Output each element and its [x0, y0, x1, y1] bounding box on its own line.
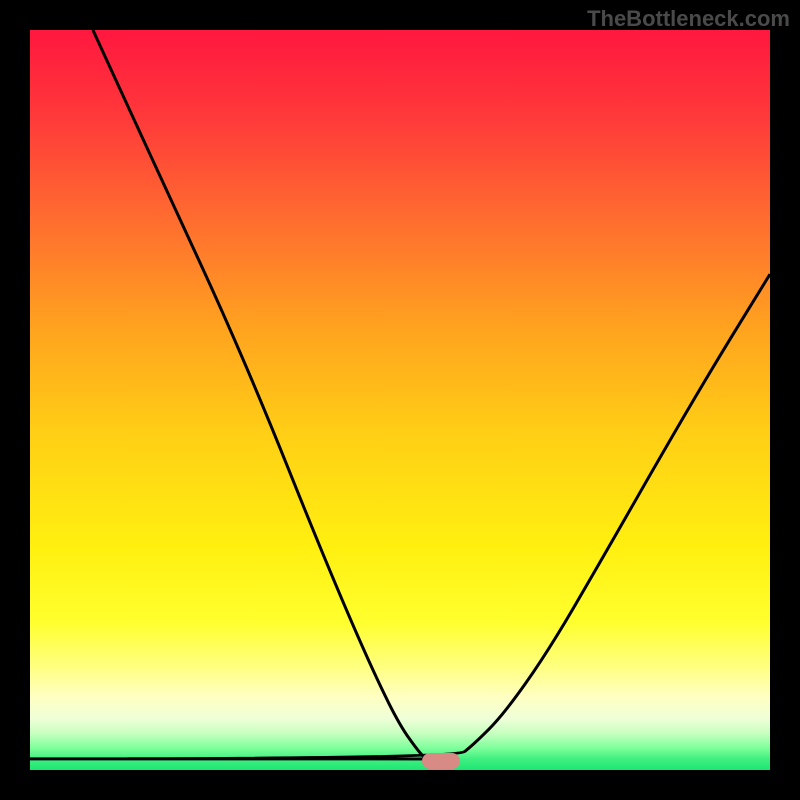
chart-area [30, 30, 770, 770]
optimal-point-marker [422, 753, 460, 769]
curve-path [30, 30, 770, 759]
bottleneck-curve [30, 30, 770, 770]
watermark-text: TheBottleneck.com [587, 6, 790, 32]
